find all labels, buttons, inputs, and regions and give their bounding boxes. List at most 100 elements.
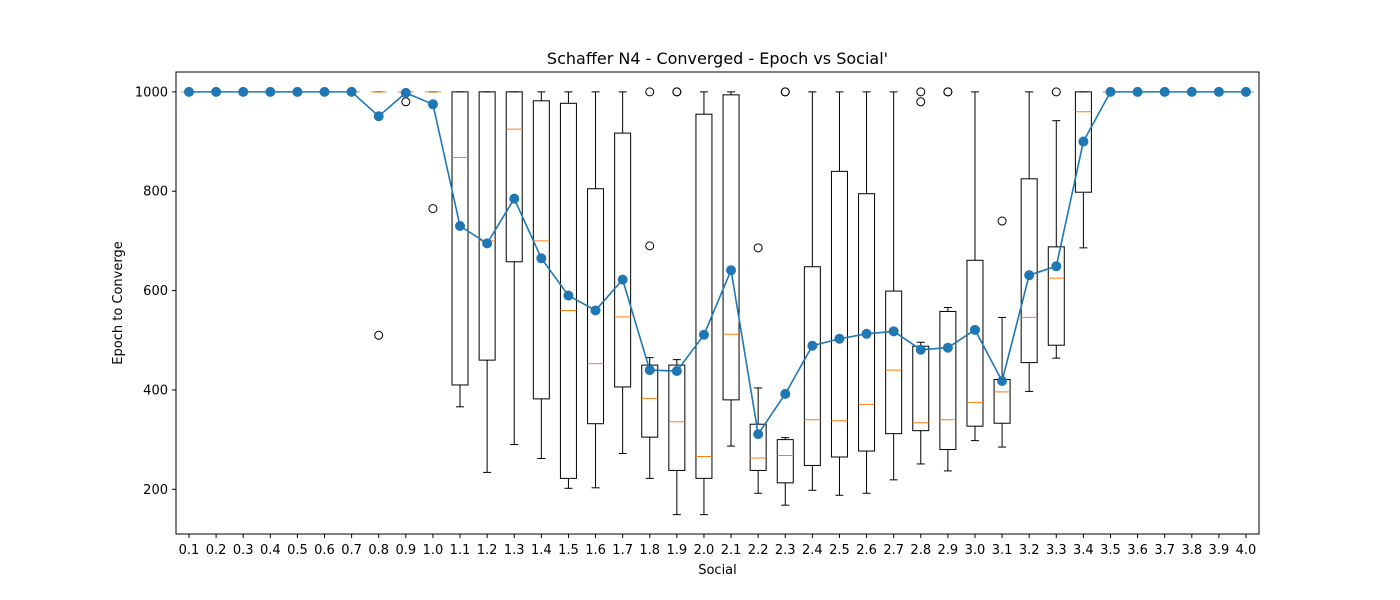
x-tick-label: 3.2 bbox=[1019, 543, 1040, 558]
box-group bbox=[722, 91, 740, 447]
outlier-point bbox=[1051, 87, 1061, 97]
box-body bbox=[722, 94, 740, 401]
box-body bbox=[749, 423, 767, 471]
mean-point bbox=[861, 328, 872, 339]
outlier-point bbox=[780, 87, 790, 97]
box-body bbox=[478, 91, 496, 361]
outlier-point bbox=[943, 87, 953, 97]
x-tick-label: 0.2 bbox=[206, 543, 227, 558]
box-group bbox=[993, 216, 1011, 448]
outlier-point bbox=[916, 87, 926, 97]
mean-point bbox=[563, 290, 574, 301]
mean-point bbox=[969, 324, 980, 335]
mean-point bbox=[590, 305, 601, 316]
mean-point bbox=[780, 388, 791, 399]
mean-point bbox=[184, 86, 194, 97]
y-tick-label: 200 bbox=[143, 483, 168, 498]
box-body bbox=[505, 91, 523, 263]
box-group bbox=[451, 91, 469, 408]
mean-point bbox=[726, 265, 737, 276]
box-group bbox=[559, 91, 577, 489]
mean-point bbox=[888, 326, 899, 337]
mean-point bbox=[400, 87, 411, 98]
x-tick-label: 3.0 bbox=[965, 543, 986, 558]
box-group bbox=[1074, 91, 1092, 249]
box-body bbox=[668, 364, 686, 471]
x-tick-label: 3.9 bbox=[1209, 543, 1230, 558]
x-tick-label: 1.7 bbox=[612, 543, 633, 558]
x-tick-label: 2.1 bbox=[721, 543, 742, 558]
x-tick-label: 3.7 bbox=[1154, 543, 1175, 558]
box-group bbox=[939, 87, 957, 472]
mean-point bbox=[346, 86, 357, 97]
x-tick-label: 1.5 bbox=[558, 543, 579, 558]
box-body bbox=[695, 113, 713, 479]
x-tick-label: 2.7 bbox=[883, 543, 904, 558]
x-tick-label: 1.4 bbox=[531, 543, 552, 558]
box-body bbox=[776, 439, 794, 484]
box-body bbox=[803, 266, 821, 466]
box-body bbox=[858, 193, 876, 452]
x-tick-label: 2.0 bbox=[694, 543, 715, 558]
mean-point bbox=[1078, 136, 1089, 147]
outlier-point bbox=[916, 97, 926, 107]
box-group bbox=[1020, 91, 1038, 392]
x-tick-label: 3.6 bbox=[1127, 543, 1148, 558]
x-tick-label: 1.6 bbox=[585, 543, 606, 558]
x-tick-label: 0.3 bbox=[233, 543, 254, 558]
mean-point bbox=[1241, 86, 1251, 97]
y-tick-label: 1000 bbox=[135, 85, 168, 100]
outlier-point bbox=[753, 243, 763, 253]
x-tick-label: 0.8 bbox=[368, 543, 389, 558]
box-group bbox=[424, 91, 441, 214]
mean-point bbox=[455, 221, 466, 231]
box-body bbox=[1020, 178, 1038, 364]
box-group bbox=[695, 91, 713, 516]
mean-point bbox=[617, 274, 628, 285]
mean-point bbox=[915, 344, 926, 355]
box-body bbox=[885, 290, 903, 435]
mean-point bbox=[644, 365, 655, 376]
x-tick-label: 0.4 bbox=[260, 543, 281, 558]
mean-point bbox=[509, 193, 520, 204]
x-tick-label: 0.7 bbox=[341, 543, 362, 558]
mean-point bbox=[536, 253, 547, 264]
mean-point bbox=[1213, 86, 1224, 97]
x-tick-label: 0.5 bbox=[287, 543, 308, 558]
mean-point bbox=[1132, 86, 1143, 97]
box-group bbox=[885, 91, 903, 481]
mean-point bbox=[482, 238, 493, 249]
mean-point bbox=[292, 86, 303, 97]
box-group bbox=[1047, 87, 1065, 359]
x-tick-label: 3.1 bbox=[992, 543, 1013, 558]
mean-point bbox=[319, 86, 330, 97]
mean-point bbox=[1105, 86, 1116, 97]
mean-point bbox=[997, 375, 1008, 386]
x-tick-label: 0.6 bbox=[314, 543, 335, 558]
x-tick-label: 3.3 bbox=[1046, 543, 1067, 558]
box-body bbox=[1074, 91, 1092, 193]
y-tick-label: 600 bbox=[143, 284, 168, 299]
outlier-point bbox=[428, 204, 438, 214]
box-group bbox=[614, 91, 632, 455]
x-tick-label: 2.8 bbox=[910, 543, 931, 558]
box-body bbox=[559, 102, 577, 479]
x-tick-label: 2.5 bbox=[829, 543, 850, 558]
x-tick-label: 3.4 bbox=[1073, 543, 1094, 558]
plot-area: 200 400 600 800 1000 0.1 0.2 0.3 0.4 0.5 0.6 0.7 0.8… bbox=[135, 85, 1256, 558]
x-tick-label: 1.0 bbox=[423, 543, 444, 558]
x-tick-label: 3.8 bbox=[1181, 543, 1202, 558]
outlier-point bbox=[374, 330, 384, 340]
box-body bbox=[614, 132, 632, 388]
x-tick-label: 2.9 bbox=[938, 543, 959, 558]
box-body bbox=[830, 170, 848, 458]
box-group bbox=[830, 91, 848, 496]
mean-point bbox=[211, 86, 222, 97]
mean-point bbox=[1051, 261, 1062, 272]
mean-point bbox=[1024, 270, 1035, 281]
x-tick-label: 1.9 bbox=[667, 543, 688, 558]
mean-point bbox=[807, 340, 818, 351]
